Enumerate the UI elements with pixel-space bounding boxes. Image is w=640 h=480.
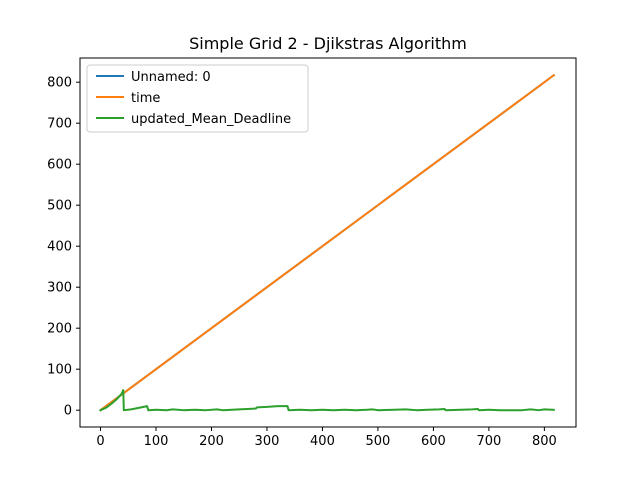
legend-label-deadline: updated_Mean_Deadline <box>131 112 291 127</box>
y-tick-label: 600 <box>47 158 72 173</box>
legend: Unnamed: 0 time updated_Mean_Deadline <box>86 64 309 133</box>
chart-title: Simple Grid 2 - Djikstras Algorithm <box>189 34 467 53</box>
y-tick-label: 300 <box>47 281 72 296</box>
x-tick-label: 200 <box>199 434 224 449</box>
series-line-1 <box>99 73 556 412</box>
y-tick-label: 800 <box>47 76 72 91</box>
y-axis-ticks: 0 100 200 300 400 500 600 700 800 <box>47 76 80 419</box>
y-tick-label: 200 <box>47 322 72 337</box>
axes-frame <box>79 57 577 428</box>
x-tick-label: 500 <box>366 434 391 449</box>
x-axis-ticks: 0 100 200 300 400 500 600 700 800 <box>96 427 557 449</box>
series-line-2 <box>99 389 555 412</box>
y-tick-label: 400 <box>47 240 72 255</box>
legend-box <box>86 64 309 133</box>
x-tick-label: 400 <box>310 434 335 449</box>
x-tick-label: 300 <box>255 434 280 449</box>
x-tick-label: 700 <box>476 434 501 449</box>
y-tick-label: 100 <box>47 363 72 378</box>
x-tick-label: 100 <box>144 434 169 449</box>
x-tick-label: 0 <box>96 434 104 449</box>
x-tick-label: 600 <box>421 434 446 449</box>
legend-label-unnamed: Unnamed: 0 <box>131 70 211 85</box>
y-tick-label: 700 <box>47 117 72 132</box>
x-tick-label: 800 <box>532 434 557 449</box>
legend-label-time: time <box>131 91 160 106</box>
y-tick-label: 0 <box>64 404 72 419</box>
y-tick-label: 500 <box>47 199 72 214</box>
series-layer <box>99 73 556 412</box>
